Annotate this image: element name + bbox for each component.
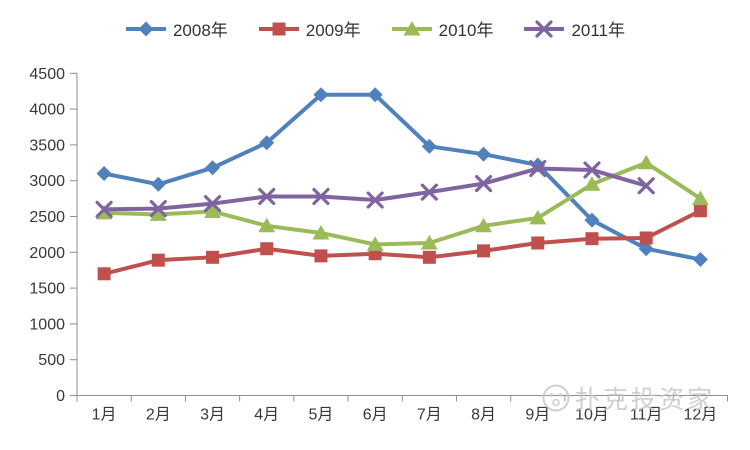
triangle-legend-marker-icon [391,20,432,35]
x-axis-tick-label: 6月 [363,407,388,424]
square-legend-marker-icon [258,22,299,35]
y-axis-tick-label: 4000 [29,102,65,119]
y-axis-tick-label: 500 [38,352,65,369]
y-axis-tick-label: 0 [56,388,65,405]
x-axis-tick-label: 1月 [92,407,117,424]
y-axis-tick-label: 4500 [29,66,65,83]
series-2008年 [96,87,708,267]
x-axis-tick-label: 8月 [471,407,496,424]
x-axis-tick-label: 10月 [575,407,609,424]
diamond-legend-marker-icon [125,21,166,36]
legend-item-2: 2010年 [391,16,494,41]
legend-item-1: 2009年 [258,16,361,41]
y-axis-tick-label: 2000 [29,245,65,262]
legend-item-0: 2008年 [125,16,228,41]
series-2010年 [95,154,709,251]
y-axis-tick-label: 3500 [29,137,65,154]
legend-label: 2009年 [305,21,361,40]
x-axis-tick-label: 9月 [525,407,550,424]
y-axis-tick-label: 2500 [29,209,65,226]
x-legend-marker-icon [524,19,565,38]
legend-label: 2010年 [438,21,494,40]
series-2009年 [97,204,707,281]
x-axis-tick-label: 11月 [630,407,663,424]
legend-item-3: 2011年 [523,16,625,41]
y-axis-tick-label: 1000 [29,316,65,333]
chart-legend: 2008年 2009年 2010年 2011年 [0,16,750,41]
x-axis-tick-label: 12月 [683,407,717,424]
x-axis-tick-label: 2月 [146,407,171,424]
legend-label: 2011年 [571,21,626,40]
x-axis-tick-label: 4月 [254,407,279,424]
y-axis-tick-label: 1500 [29,281,65,298]
legend-label: 2008年 [172,21,228,40]
x-axis-tick-label: 7月 [417,407,442,424]
y-axis-tick-label: 3000 [29,173,65,190]
series-2011年 [95,159,655,218]
axes: 0 500 1000 1500 2000 2500 3000 3500 4000 4500 1月 2月… [29,66,728,424]
x-axis-tick-label: 3月 [200,407,225,424]
x-axis-tick-label: 5月 [308,407,333,424]
